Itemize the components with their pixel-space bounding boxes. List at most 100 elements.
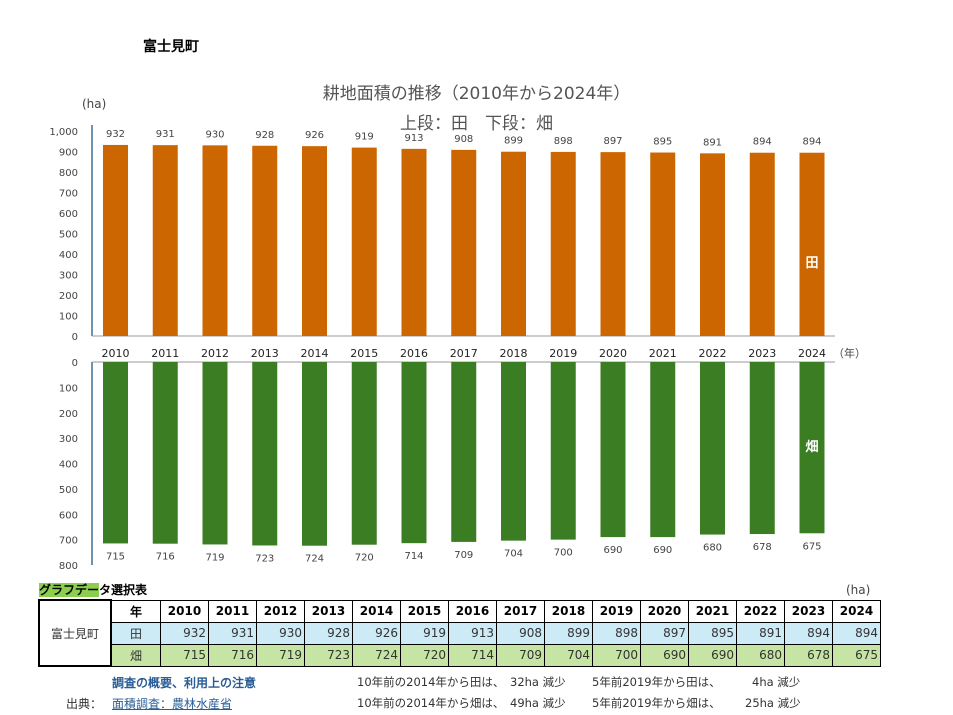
year-header-cell[interactable]: 2023 xyxy=(784,599,833,623)
field-cell: 680 xyxy=(736,643,785,667)
paddy-cell: 908 xyxy=(496,621,545,645)
table-row-field[interactable]: 畑 715 716 719 723 724 720 714 709 704 700 690 690 68… xyxy=(39,643,881,667)
x-tick-label: 2014 xyxy=(301,347,329,360)
field-cell: 724 xyxy=(352,643,401,667)
year-header-cell[interactable]: 2014 xyxy=(352,599,401,623)
paddy-value-label: 932 xyxy=(106,129,125,140)
paddy-cell: 895 xyxy=(688,621,737,645)
year-header-cell[interactable]: 2013 xyxy=(304,599,353,623)
year-header-cell[interactable]: 2018 xyxy=(544,599,593,623)
x-tick-label: 2020 xyxy=(599,347,627,360)
paddy-bar xyxy=(152,145,178,336)
paddy-bar xyxy=(252,145,278,336)
x-tick-label: 2016 xyxy=(400,347,428,360)
field-value-label: 680 xyxy=(703,543,722,554)
bottom-y-tick-label: 300 xyxy=(59,434,78,445)
note-field-5y-value: 25ha 減少 xyxy=(745,696,801,710)
field-bar xyxy=(401,362,427,544)
field-cell: 720 xyxy=(400,643,449,667)
paddy-cell: 894 xyxy=(832,621,881,645)
field-cell: 723 xyxy=(304,643,353,667)
field-bar xyxy=(302,362,327,546)
field-bar xyxy=(700,362,725,535)
x-tick-label: 2021 xyxy=(649,347,677,360)
paddy-value-label: 898 xyxy=(554,136,573,147)
paddy-cell: 897 xyxy=(640,621,689,645)
paddy-bar xyxy=(749,152,775,336)
paddy-value-label: 899 xyxy=(504,136,523,147)
paddy-cell: 898 xyxy=(592,621,641,645)
field-cell: 700 xyxy=(592,643,641,667)
source-link[interactable]: 面積調査：農林水産省 xyxy=(112,697,233,711)
field-value-label: 709 xyxy=(454,550,473,561)
field-value-label: 700 xyxy=(554,548,573,559)
survey-notes-link[interactable]: 調査の概要、利用上の注意 xyxy=(112,676,257,690)
year-header-cell[interactable]: 2019 xyxy=(592,599,641,623)
paddy-bar xyxy=(401,148,427,336)
field-bar xyxy=(103,362,128,544)
x-tick-label: 2017 xyxy=(450,347,478,360)
town-name: 富士見町 xyxy=(143,39,199,55)
data-table: 富士見町 年 2010 2011 2012 2013 2014 2015 2016 2017 2… xyxy=(38,599,881,667)
table-header-row: 富士見町 年 2010 2011 2012 2013 2014 2015 2016 2017 2… xyxy=(38,599,881,667)
bottom-y-tick-label: 100 xyxy=(59,383,78,394)
year-header-cell[interactable]: 2021 xyxy=(688,599,737,623)
top-y-tick-label: 900 xyxy=(59,148,78,159)
paddy-value-label: 913 xyxy=(404,133,423,144)
x-tick-label: 2019 xyxy=(549,347,577,360)
chart-subtitle: 上段：田 下段：畑 xyxy=(400,114,553,134)
bottom-y-tick-label: 200 xyxy=(59,409,78,420)
x-tick-label: 2010 xyxy=(102,347,130,360)
paddy-cell: 931 xyxy=(208,621,257,645)
field-bar xyxy=(650,362,676,538)
paddy-bar xyxy=(302,146,327,336)
field-bar xyxy=(351,362,377,545)
top-y-tick-label: 800 xyxy=(59,168,78,179)
x-tick-label: 2013 xyxy=(251,347,279,360)
year-header-cell[interactable]: 2022 xyxy=(736,599,785,623)
field-value-label: 715 xyxy=(106,551,125,562)
field-bar xyxy=(202,362,228,545)
paddy-bar xyxy=(103,144,128,336)
x-axis-unit: （年） xyxy=(833,346,866,360)
paddy-value-label: 928 xyxy=(255,130,274,141)
paddy-cell: 930 xyxy=(256,621,305,645)
table-row-paddy[interactable]: 田 932 931 930 928 926 919 913 908 899 898 897 895 89… xyxy=(39,621,881,645)
note-field-10y: 10年前の2014年から畑は、 xyxy=(357,696,505,710)
field-value-label: 719 xyxy=(205,552,224,563)
year-header-cell[interactable]: 2024 xyxy=(832,599,881,623)
row-label-paddy: 田 xyxy=(110,621,161,645)
paddy-bar xyxy=(501,151,526,336)
bottom-y-tick-label: 700 xyxy=(59,536,78,547)
source-label: 出典： xyxy=(66,697,103,711)
top-y-tick-label: 0 xyxy=(72,332,78,343)
note-paddy-5y: 5年前2019年から田は、 xyxy=(592,675,721,689)
field-cell: 678 xyxy=(784,643,833,667)
paddy-bar xyxy=(650,152,676,336)
year-header-cell[interactable]: 2012 xyxy=(256,599,305,623)
table-title: グラフデータ選択表 xyxy=(39,581,147,598)
year-header-cell[interactable]: 2017 xyxy=(496,599,545,623)
top-y-tick-label: 400 xyxy=(59,250,78,261)
bottom-y-tick-label: 800 xyxy=(59,561,78,572)
bottom-y-tick-label: 0 xyxy=(72,358,78,369)
paddy-value-label: 897 xyxy=(603,136,622,147)
field-value-label: 690 xyxy=(603,545,622,556)
table-title-rest: タ選択表 xyxy=(99,583,148,597)
x-tick-label: 2011 xyxy=(151,347,179,360)
field-bar xyxy=(252,362,278,546)
paddy-value-label: 895 xyxy=(653,137,672,148)
paddy-bar xyxy=(600,152,626,336)
year-header-cell[interactable]: 2011 xyxy=(208,599,257,623)
paddy-cell: 926 xyxy=(352,621,401,645)
year-header-cell[interactable]: 2010 xyxy=(160,599,209,623)
field-bar xyxy=(501,362,526,541)
top-y-tick-label: 600 xyxy=(59,209,78,220)
paddy-value-label: 919 xyxy=(355,132,374,143)
paddy-bar xyxy=(202,145,228,336)
y-axis-unit: (ha) xyxy=(82,97,107,111)
year-header-cell[interactable]: 2016 xyxy=(448,599,497,623)
year-header-cell[interactable]: 2020 xyxy=(640,599,689,623)
year-header-cell[interactable]: 2015 xyxy=(400,599,449,623)
x-tick-label: 2024 xyxy=(798,347,826,360)
